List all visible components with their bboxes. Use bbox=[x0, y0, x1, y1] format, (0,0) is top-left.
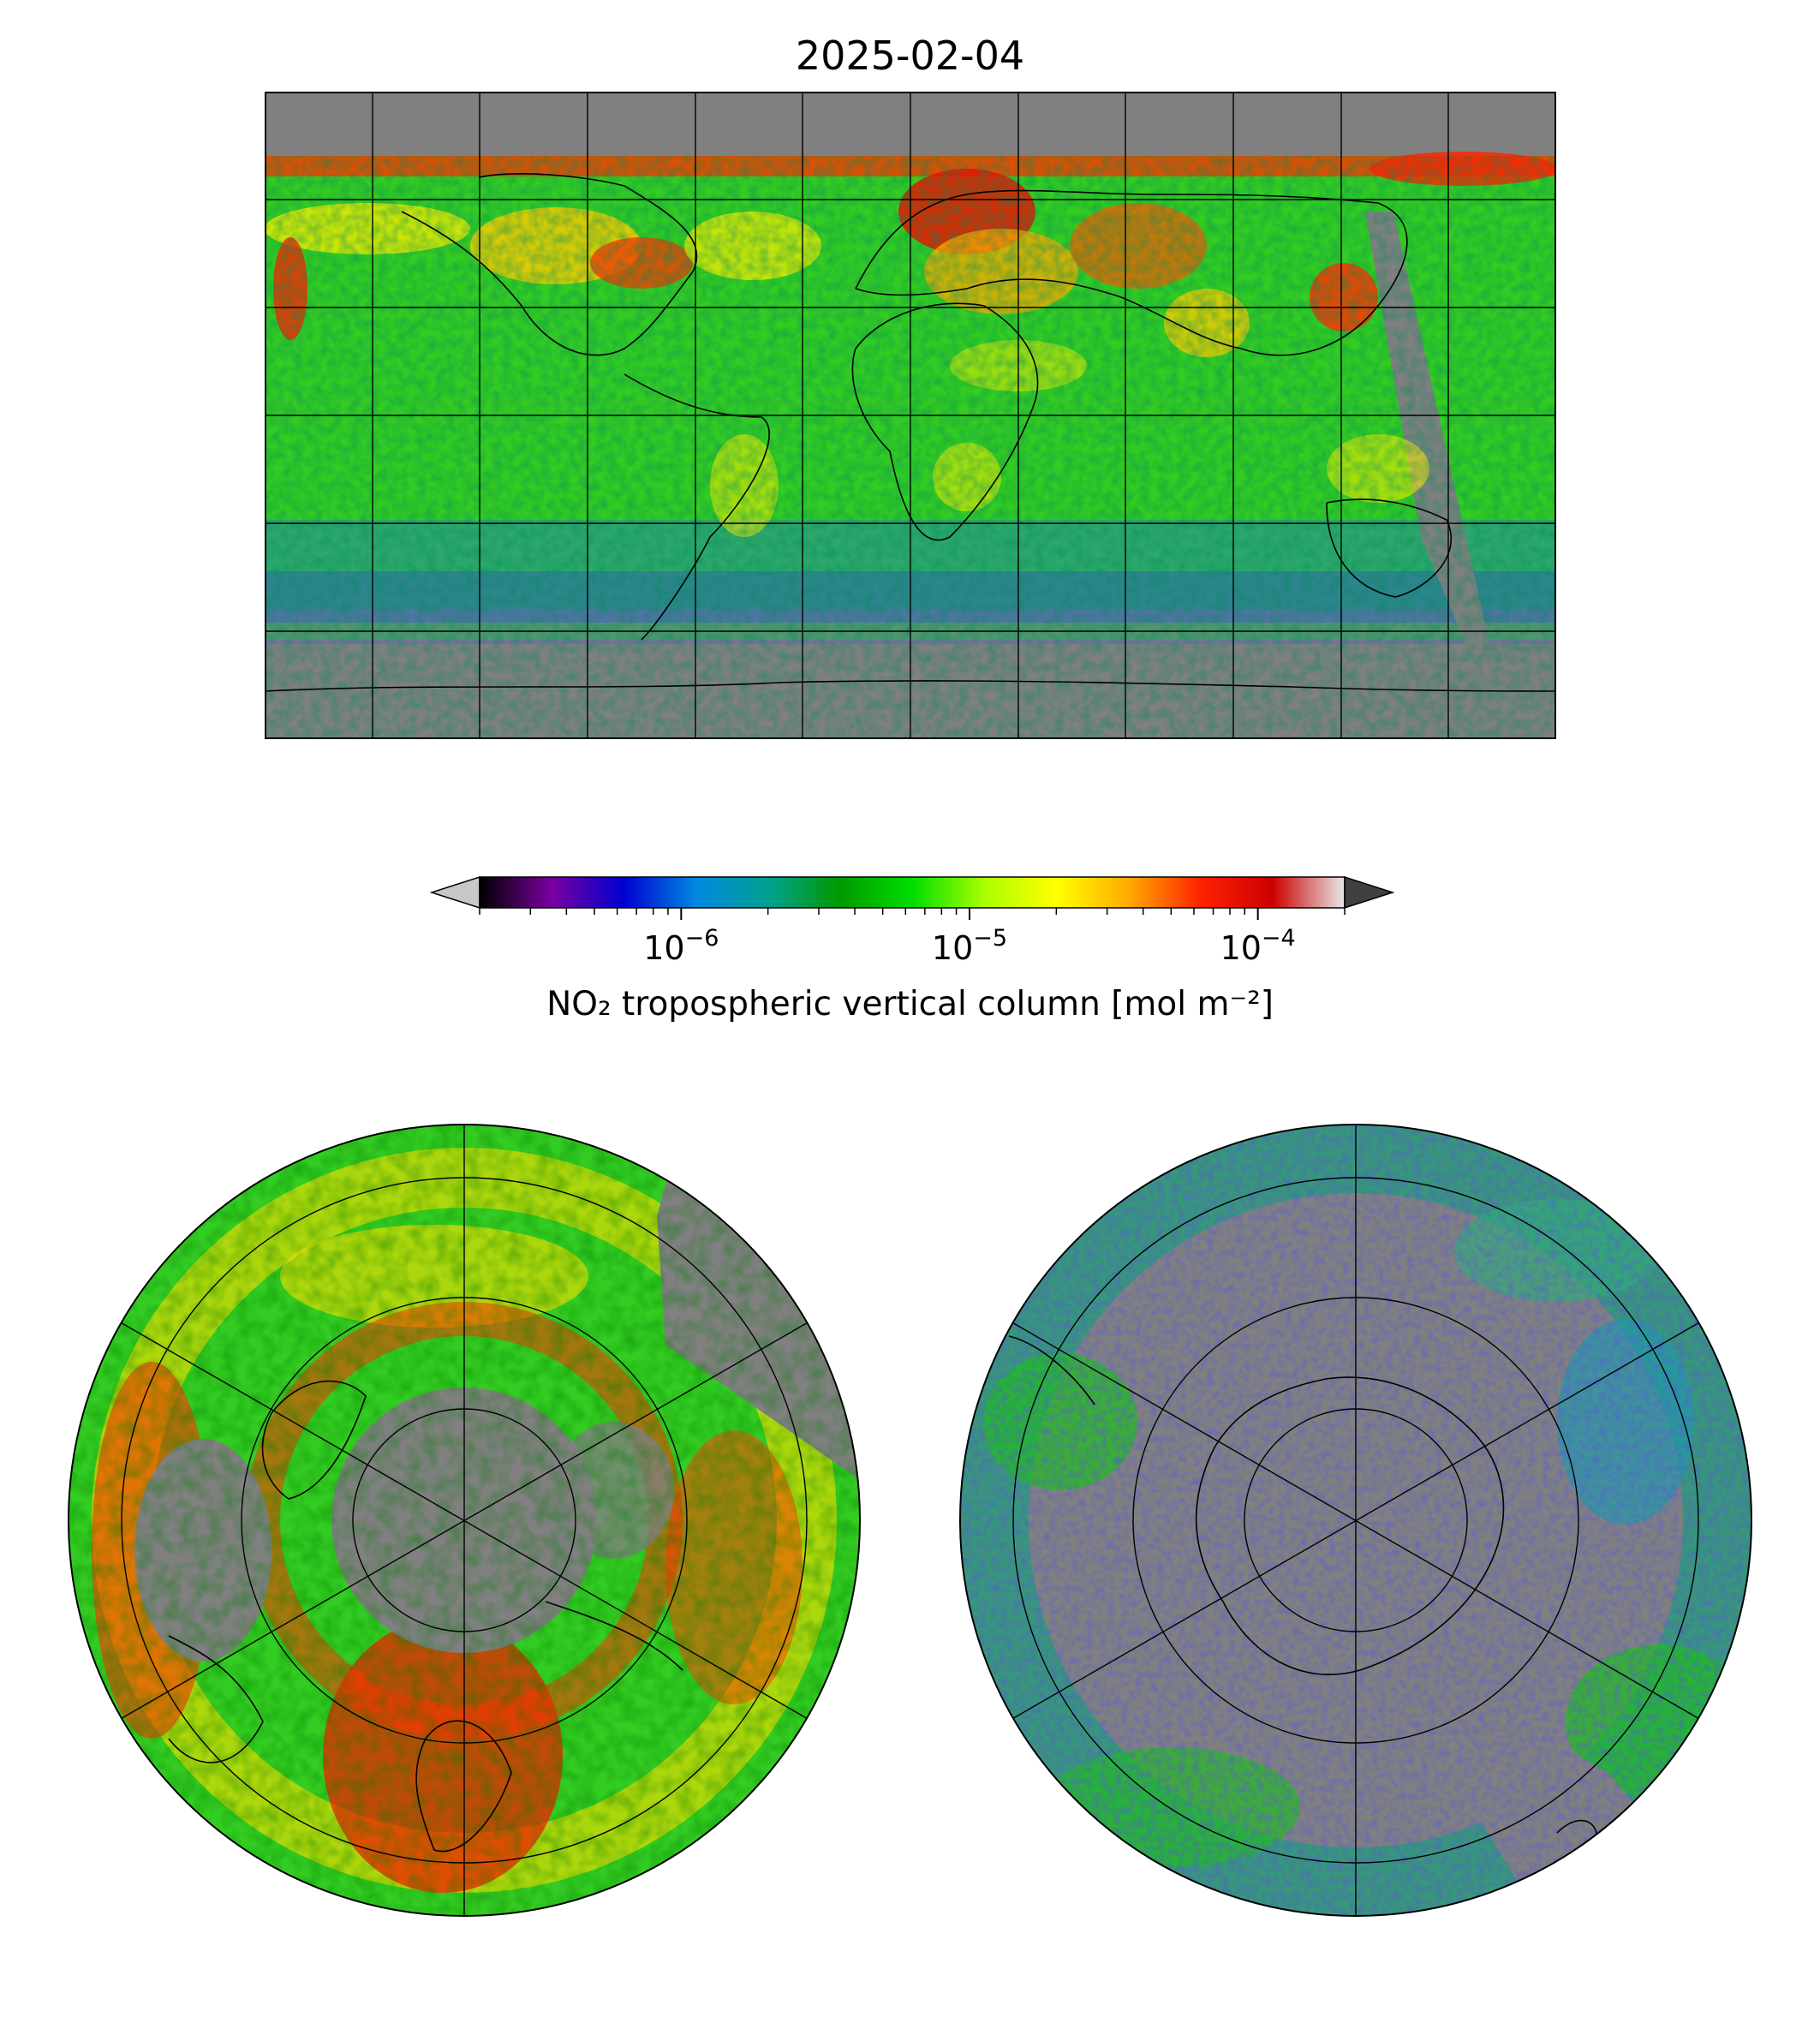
colorbar-tick-label: 10−6 bbox=[643, 925, 719, 967]
gridlines bbox=[1010, 1125, 1702, 1916]
south-polar-map bbox=[959, 1124, 1752, 1917]
world-map bbox=[265, 92, 1556, 739]
colorbar-gradient bbox=[479, 876, 1346, 909]
north-polar-map bbox=[68, 1124, 861, 1917]
gridlines bbox=[265, 92, 1556, 739]
colorbar-tick-label: 10−4 bbox=[1220, 925, 1296, 967]
colorbar-label: NO₂ tropospheric vertical column [mol m⁻… bbox=[546, 985, 1274, 1023]
map-frame bbox=[265, 92, 1556, 739]
gridlines bbox=[118, 1125, 810, 1916]
colorbar-ticks: 10−6 10−5 10−4 bbox=[479, 908, 1346, 967]
colorbar: 10−6 10−5 10−4 bbox=[429, 875, 1395, 967]
map-frame bbox=[68, 1124, 861, 1917]
coastlines bbox=[265, 173, 1556, 692]
colorbar-over-arrow bbox=[1344, 875, 1395, 910]
map-frame bbox=[959, 1124, 1752, 1917]
colorbar-under-arrow bbox=[429, 875, 480, 910]
figure-title: 2025-02-04 bbox=[795, 33, 1025, 79]
coastlines bbox=[168, 1380, 683, 1853]
colorbar-tick-label: 10−5 bbox=[932, 925, 1007, 967]
